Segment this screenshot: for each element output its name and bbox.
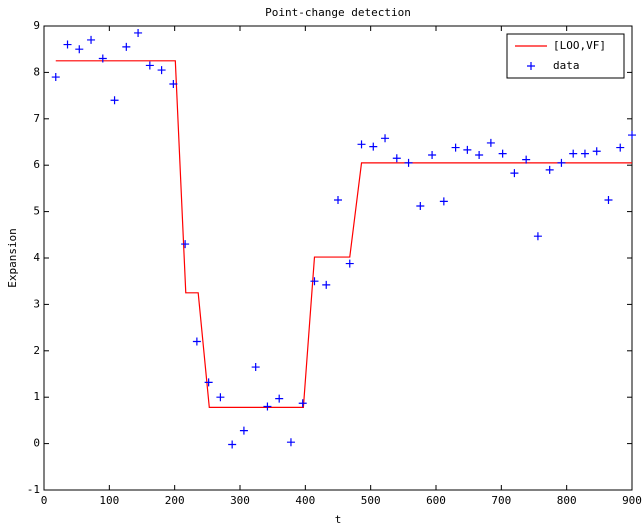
data-marker — [192, 337, 201, 346]
data-marker — [51, 73, 60, 82]
data-marker — [298, 399, 307, 408]
data-marker — [557, 158, 566, 167]
y-tick-label: 9 — [33, 19, 40, 32]
x-tick-label: 700 — [491, 494, 511, 507]
y-tick-label: 1 — [33, 390, 40, 403]
data-marker — [239, 426, 248, 435]
data-marker — [157, 66, 166, 75]
data-marker — [463, 145, 472, 154]
x-tick-label: 900 — [622, 494, 642, 507]
data-marker — [451, 143, 460, 152]
data-marker — [310, 277, 319, 286]
data-marker — [75, 45, 84, 54]
data-marker — [134, 28, 143, 37]
series-line — [55, 60, 632, 409]
data-marker — [416, 202, 425, 211]
data-marker — [204, 378, 213, 387]
data-marker — [439, 197, 448, 206]
y-tick-label: 5 — [33, 205, 40, 218]
data-marker — [604, 196, 613, 204]
data-marker — [110, 96, 119, 105]
data-marker — [87, 35, 96, 44]
x-tick-label: 200 — [165, 494, 185, 507]
y-tick-label: 7 — [33, 112, 40, 125]
x-tick-label: 0 — [41, 494, 48, 507]
data-marker — [169, 80, 178, 88]
data-marker — [286, 438, 295, 447]
data-marker — [510, 169, 519, 178]
data-marker — [63, 40, 72, 49]
legend-marker — [527, 62, 535, 70]
data-marker — [345, 259, 354, 268]
data-marker — [569, 149, 578, 158]
data-marker — [522, 155, 531, 164]
y-axis-label: Expansion — [6, 228, 19, 288]
data-marker — [486, 138, 495, 147]
data-marker — [122, 42, 131, 51]
y-tick-label: 2 — [33, 344, 40, 357]
x-tick-label: 300 — [230, 494, 250, 507]
data-marker — [263, 402, 272, 411]
y-tick-label: 4 — [33, 251, 40, 264]
data-marker — [228, 440, 237, 449]
x-tick-label: 600 — [426, 494, 446, 507]
x-tick-label: 100 — [99, 494, 119, 507]
data-marker — [533, 232, 542, 241]
x-tick-label: 500 — [361, 494, 381, 507]
data-marker — [275, 394, 284, 403]
y-tick-label: 6 — [33, 158, 40, 171]
data-marker — [98, 54, 107, 63]
legend-box — [506, 33, 625, 79]
data-marker — [334, 196, 342, 204]
data-marker — [392, 154, 401, 163]
data-marker — [545, 165, 554, 174]
legend-label: data — [553, 59, 580, 72]
x-axis-label: t — [335, 513, 342, 526]
y-tick-label: -1 — [27, 483, 40, 496]
data-marker — [428, 150, 437, 159]
data-marker — [628, 131, 636, 140]
data-marker — [181, 240, 190, 249]
data-marker — [216, 393, 225, 402]
legend-label: [LOO,VF] — [553, 39, 606, 52]
data-marker — [357, 140, 366, 149]
data-marker — [475, 150, 484, 159]
x-tick-label: 400 — [295, 494, 315, 507]
chart-title: Point-change detection — [265, 6, 411, 19]
data-marker — [381, 134, 390, 143]
data-marker — [404, 158, 413, 167]
y-tick-label: 8 — [33, 65, 40, 78]
data-marker — [616, 143, 625, 152]
data-marker — [369, 142, 378, 151]
data-marker — [580, 149, 589, 158]
data-marker — [322, 280, 331, 289]
y-tick-label: 0 — [33, 437, 40, 450]
y-tick-label: 3 — [33, 297, 40, 310]
data-marker — [498, 149, 507, 158]
x-tick-label: 800 — [557, 494, 577, 507]
data-marker — [251, 363, 260, 372]
data-marker — [592, 147, 601, 156]
data-marker — [145, 61, 154, 70]
